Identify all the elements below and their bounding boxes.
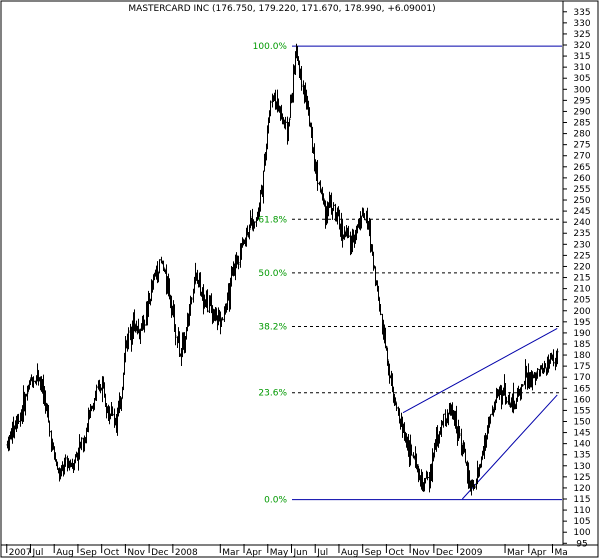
x-tick-label: Nov (127, 548, 145, 558)
x-tick-label: Mar (507, 548, 524, 558)
y-tick-label: 145 (573, 429, 590, 439)
fibonacci-levels: 100.0% 61.8% 50.0% 38.2% 23.6% 0.0% (253, 42, 562, 506)
y-tick-label: 290 (573, 107, 590, 117)
fib-level-label: 23.6% (258, 389, 287, 399)
y-tick-label: 190 (573, 329, 590, 339)
y-tick-label: 330 (573, 19, 590, 29)
y-tick-label: 150 (573, 417, 590, 427)
x-tick-label: 2009 (460, 548, 483, 558)
x-tick-label: 2008 (175, 548, 198, 558)
y-tick-label: 245 (573, 207, 590, 217)
y-tick-label: 310 (573, 63, 590, 73)
y-tick-label: 95 (576, 539, 587, 549)
y-axis: 9510010511011512012513013514014515015516… (563, 8, 591, 549)
y-tick-label: 285 (573, 119, 590, 129)
y-tick-label: 180 (573, 351, 590, 361)
y-tick-label: 230 (573, 240, 590, 250)
x-tick-label: Ma (555, 548, 568, 558)
y-tick-label: 305 (573, 74, 590, 84)
x-tick-label: Sep (365, 548, 382, 558)
y-tick-label: 270 (573, 152, 590, 162)
x-tick-label: Apr (531, 548, 547, 558)
x-tick-label: Nov (412, 548, 430, 558)
y-tick-label: 160 (573, 395, 590, 405)
x-tick-label: Apr (246, 548, 262, 558)
x-tick-label: Sep (80, 548, 97, 558)
x-tick-label: Aug (341, 548, 359, 558)
y-tick-label: 300 (573, 85, 590, 95)
y-tick-label: 140 (573, 440, 590, 450)
y-tick-label: 320 (573, 41, 590, 51)
x-tick-label: Oct (388, 548, 404, 558)
y-tick-label: 220 (573, 262, 590, 272)
y-tick-label: 205 (573, 296, 590, 306)
x-tick-label: Jul (316, 548, 328, 558)
y-tick-label: 215 (573, 274, 590, 284)
y-tick-label: 135 (573, 451, 590, 461)
price-bars (6, 43, 559, 496)
trendline (402, 328, 558, 414)
y-tick-label: 115 (573, 495, 590, 505)
trendline (461, 394, 558, 500)
y-tick-label: 210 (573, 285, 590, 295)
x-tick-label: Oct (104, 548, 120, 558)
fib-level-label: 61.8% (258, 215, 287, 225)
y-tick-label: 125 (573, 473, 590, 483)
fib-level-label: 0.0% (264, 496, 287, 506)
y-tick-label: 155 (573, 406, 590, 416)
y-tick-label: 185 (573, 340, 590, 350)
fib-level-label: 50.0% (258, 269, 287, 279)
y-tick-label: 235 (573, 229, 590, 239)
y-tick-label: 335 (573, 8, 590, 18)
x-tick-label: Jun (292, 548, 307, 558)
fib-level-label: 38.2% (258, 322, 287, 332)
y-tick-label: 165 (573, 384, 590, 394)
y-tick-label: 275 (573, 141, 590, 151)
y-tick-label: 325 (573, 30, 590, 40)
x-tick-label: Jul (31, 548, 43, 558)
y-tick-label: 315 (573, 52, 590, 62)
y-tick-label: 295 (573, 96, 590, 106)
y-tick-label: 110 (573, 506, 590, 516)
fib-level-label: 100.0% (253, 42, 288, 52)
y-tick-label: 175 (573, 362, 590, 372)
x-tick-label: 2007 (9, 548, 32, 558)
y-tick-label: 240 (573, 218, 590, 228)
y-tick-label: 225 (573, 251, 590, 261)
x-tick-label: Dec (436, 548, 453, 558)
x-tick-label: Mar (222, 548, 239, 558)
y-tick-label: 265 (573, 163, 590, 173)
x-tick-label: Aug (56, 548, 74, 558)
y-tick-label: 200 (573, 307, 590, 317)
y-tick-label: 170 (573, 373, 590, 383)
trendlines (402, 328, 558, 500)
chart-title: MASTERCARD INC (176.750, 179.220, 171.67… (128, 4, 435, 14)
x-tick-label: May (270, 548, 289, 558)
y-tick-label: 250 (573, 196, 590, 206)
y-tick-label: 280 (573, 130, 590, 140)
y-tick-label: 130 (573, 462, 590, 472)
x-tick-label: Dec (151, 548, 168, 558)
y-tick-label: 100 (573, 528, 590, 538)
y-tick-label: 105 (573, 517, 590, 527)
y-tick-label: 120 (573, 484, 590, 494)
y-tick-label: 255 (573, 185, 590, 195)
x-axis: 2007 Jul Aug Sep Oct Nov Dec 2008 Mar Apr May Jun Ju… (6, 544, 568, 558)
y-tick-label: 195 (573, 318, 590, 328)
y-tick-label: 260 (573, 174, 590, 184)
